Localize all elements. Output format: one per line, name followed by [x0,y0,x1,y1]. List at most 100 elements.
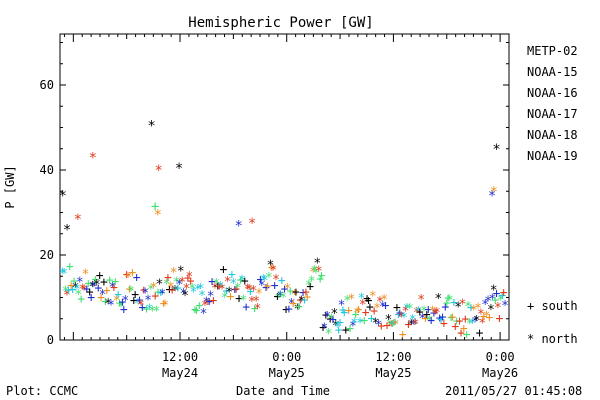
data-point: + [69,282,77,297]
data-point: + [296,293,304,308]
data-point: * [234,282,242,297]
data-point: + [436,311,444,326]
data-point: + [450,296,458,311]
data-point: + [345,303,353,318]
data-point: * [403,302,411,317]
data-point: * [238,274,246,289]
data-point: * [104,297,112,312]
data-point: + [91,273,99,288]
data-point: + [160,296,168,311]
data-point: * [385,313,393,328]
data-point: * [141,286,149,301]
data-point: + [316,272,324,287]
data-point: + [467,301,475,316]
data-point: * [177,264,185,279]
data-point: * [454,300,462,315]
data-point: * [288,297,296,312]
data-point: * [488,293,496,308]
data-point: * [167,281,175,296]
data-point: * [328,312,336,327]
x-axis: 12:00 May24 0:00 May25 12:00 May25 0:00 May26 [63,34,518,380]
data-point: * [483,309,491,324]
data-point: * [63,223,71,239]
data-point: * [147,118,155,134]
data-point: + [83,282,91,297]
data-point: * [76,275,84,290]
data-point: + [195,298,203,313]
data-point: * [73,282,81,297]
data-point: + [70,274,78,289]
data-point: + [322,308,330,323]
data-point: * [400,311,408,326]
x-tick-date-label: May25 [269,366,305,380]
chart-title: Hemispheric Power [GW] [188,15,373,31]
data-point: * [298,295,306,310]
data-point: * [279,291,287,306]
y-tick-label: 20 [40,248,54,262]
data-point: * [311,264,319,279]
data-point: * [338,299,346,314]
data-point: + [423,308,431,323]
data-point: * [323,310,331,325]
data-point: + [367,311,375,326]
data-point: * [224,275,232,290]
data-point: + [100,275,108,290]
data-point: * [325,327,333,342]
data-point: + [342,323,350,338]
data-point: + [500,285,508,300]
data-point: + [208,274,216,289]
data-point: + [164,271,172,286]
data-point: * [72,281,80,296]
data-point: + [228,268,236,283]
data-point: * [170,266,178,281]
data-point: + [306,279,314,294]
data-point: + [476,326,484,341]
data-point: + [215,279,223,294]
data-point: + [451,319,459,334]
data-point: * [113,294,121,309]
data-point: * [265,271,273,286]
data-point: * [266,258,274,273]
data-point: * [474,301,482,316]
data-point: * [198,289,206,304]
data-point: * [343,294,351,309]
data-point: + [106,273,114,288]
data-point: + [154,285,162,300]
data-point: + [439,310,447,325]
data-point: + [220,263,228,278]
data-point: * [293,303,301,318]
data-point: * [359,298,367,313]
data-point: + [241,274,249,289]
data-point: * [59,266,67,281]
plot-timestamp: 2011/05/27 01:45:08 [445,384,582,398]
data-point: + [390,315,398,330]
data-point: * [313,257,321,272]
data-point: + [281,282,289,297]
data-point: * [180,287,188,302]
x-axis-label: Date and Time [236,384,330,398]
data-point: * [333,321,341,336]
data-point: + [237,273,245,288]
data-point: + [498,288,506,303]
data-point: + [456,314,464,329]
data-point: + [444,291,452,306]
data-point: * [89,150,97,166]
data-point: * [332,319,340,334]
data-point: * [350,317,358,332]
data-point: * [60,267,68,282]
data-point: + [318,269,326,284]
data-point: + [299,286,307,301]
data-point: * [446,294,454,309]
y-tick-label: 60 [40,78,54,92]
data-point: + [165,282,173,297]
data-point: + [422,311,430,326]
data-point: + [64,283,72,298]
data-point: + [264,279,272,294]
data-point: + [437,312,445,327]
data-point: + [123,267,131,282]
data-point: * [221,291,229,306]
data-point: * [420,304,428,319]
data-point: * [414,305,422,320]
data-point: + [110,280,118,295]
